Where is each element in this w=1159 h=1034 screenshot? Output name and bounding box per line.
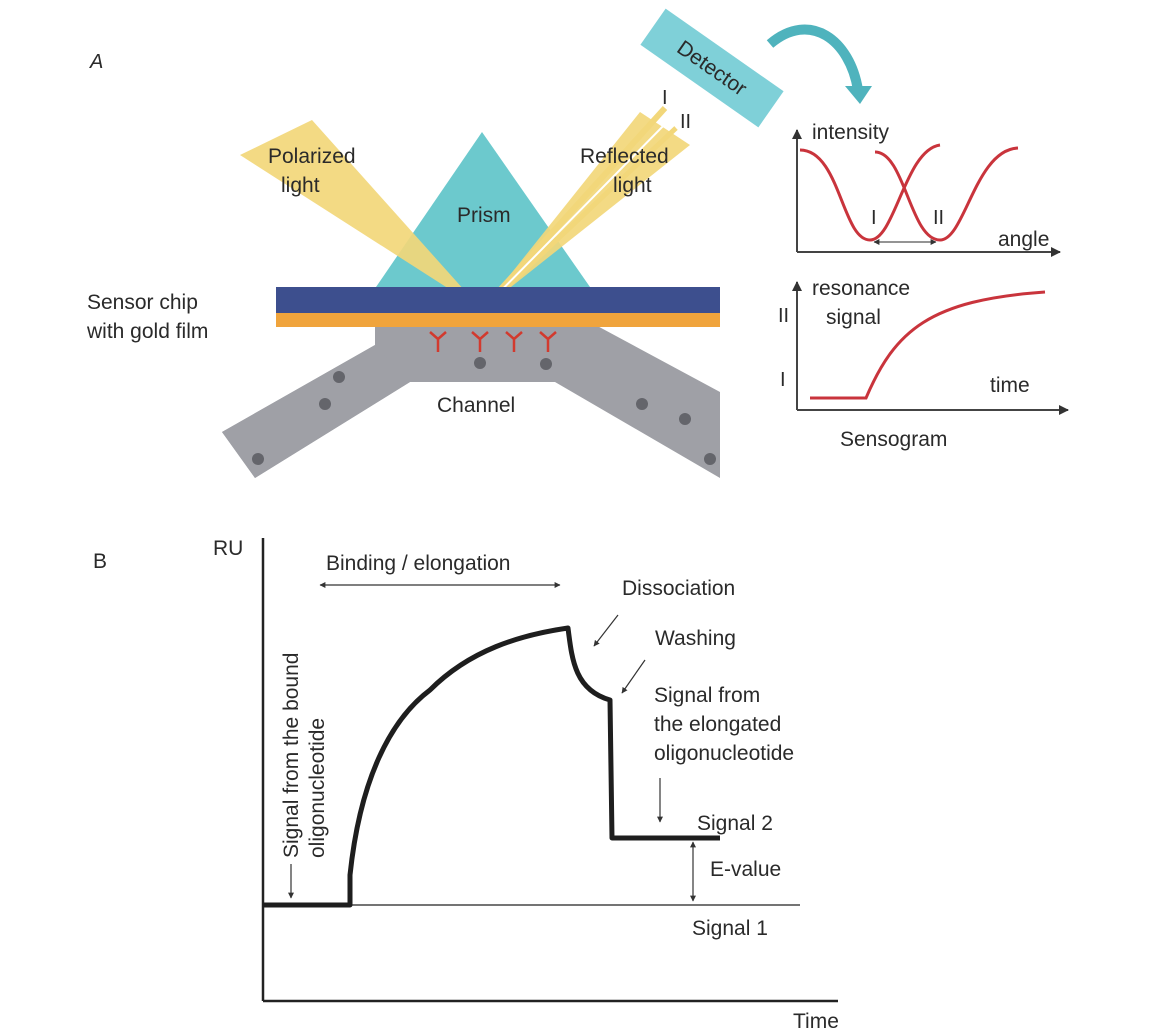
washing-label: Washing xyxy=(655,627,736,650)
beam-i-label: I xyxy=(662,87,668,109)
reflected-beam-i xyxy=(479,105,668,313)
signal-elongated-line2: the elongated xyxy=(654,713,781,736)
time-xlabel: time xyxy=(990,374,1030,397)
resonance-dip-i xyxy=(799,143,941,242)
ru-label: RU xyxy=(213,537,243,560)
channel-particles xyxy=(252,357,716,465)
level-ii-label: II xyxy=(778,305,789,327)
gold-film-layer xyxy=(276,313,720,327)
signal-1-label: Signal 1 xyxy=(692,917,768,940)
polarized-light-label-line1: Polarized xyxy=(268,145,356,168)
polarized-light-label-line2: light xyxy=(281,174,320,197)
flow-channel xyxy=(222,322,720,478)
sensor-chip-layer xyxy=(276,287,720,313)
flow-channel-left-arm xyxy=(222,345,410,478)
dissociation-label: Dissociation xyxy=(622,577,735,600)
resonance-signal-label-line1: resonance xyxy=(812,277,910,300)
intensity-ylabel: intensity xyxy=(812,121,890,144)
sensogram-plot: resonance signal II I time Sensogram xyxy=(778,277,1069,451)
e-value-label: E-value xyxy=(710,858,781,881)
reflected-light-label-line1: Reflected xyxy=(580,145,669,168)
detector-arrow xyxy=(766,24,863,91)
sensogram-caption: Sensogram xyxy=(840,428,947,451)
reflected-light-label-line2: light xyxy=(613,174,652,197)
intensity-plot: intensity angle I II xyxy=(792,121,1061,257)
beam-ii-label: II xyxy=(680,111,691,133)
signal-bound-line2: oligonucleotide xyxy=(306,718,329,858)
signal-2-label: Signal 2 xyxy=(697,812,773,835)
time-label: Time xyxy=(793,1010,839,1033)
antibodies xyxy=(429,331,557,352)
dip-ii-label: II xyxy=(933,207,944,229)
polarized-light-beam xyxy=(240,120,482,310)
sensogram-curve xyxy=(810,290,1046,400)
level-i-label: I xyxy=(780,369,786,391)
angle-xlabel: angle xyxy=(998,228,1049,251)
prism-label: Prism xyxy=(457,204,511,227)
washing-arrow xyxy=(621,659,646,694)
binding-elongation-label: Binding / elongation xyxy=(326,552,510,575)
dip-i-label: I xyxy=(871,207,877,229)
sensor-chip-label-line1: Sensor chip xyxy=(87,291,198,314)
sensor-chip-label-line2: with gold film xyxy=(86,320,208,343)
signal-bound-line1: Signal from the bound xyxy=(280,653,303,858)
channel-label: Channel xyxy=(437,394,515,417)
signal-elongated-line1: Signal from xyxy=(654,684,760,707)
signal-elongated-line3: oligonucleotide xyxy=(654,742,794,765)
resonance-signal-label-line2: signal xyxy=(826,306,881,329)
reflected-beam-ii xyxy=(480,126,678,312)
panel-a-letter: A xyxy=(89,51,103,73)
dissociation-arrow xyxy=(593,614,619,647)
panel-b-letter: B xyxy=(93,550,107,573)
binding-curve xyxy=(263,625,720,908)
resonance-dip-ii xyxy=(874,146,1019,242)
